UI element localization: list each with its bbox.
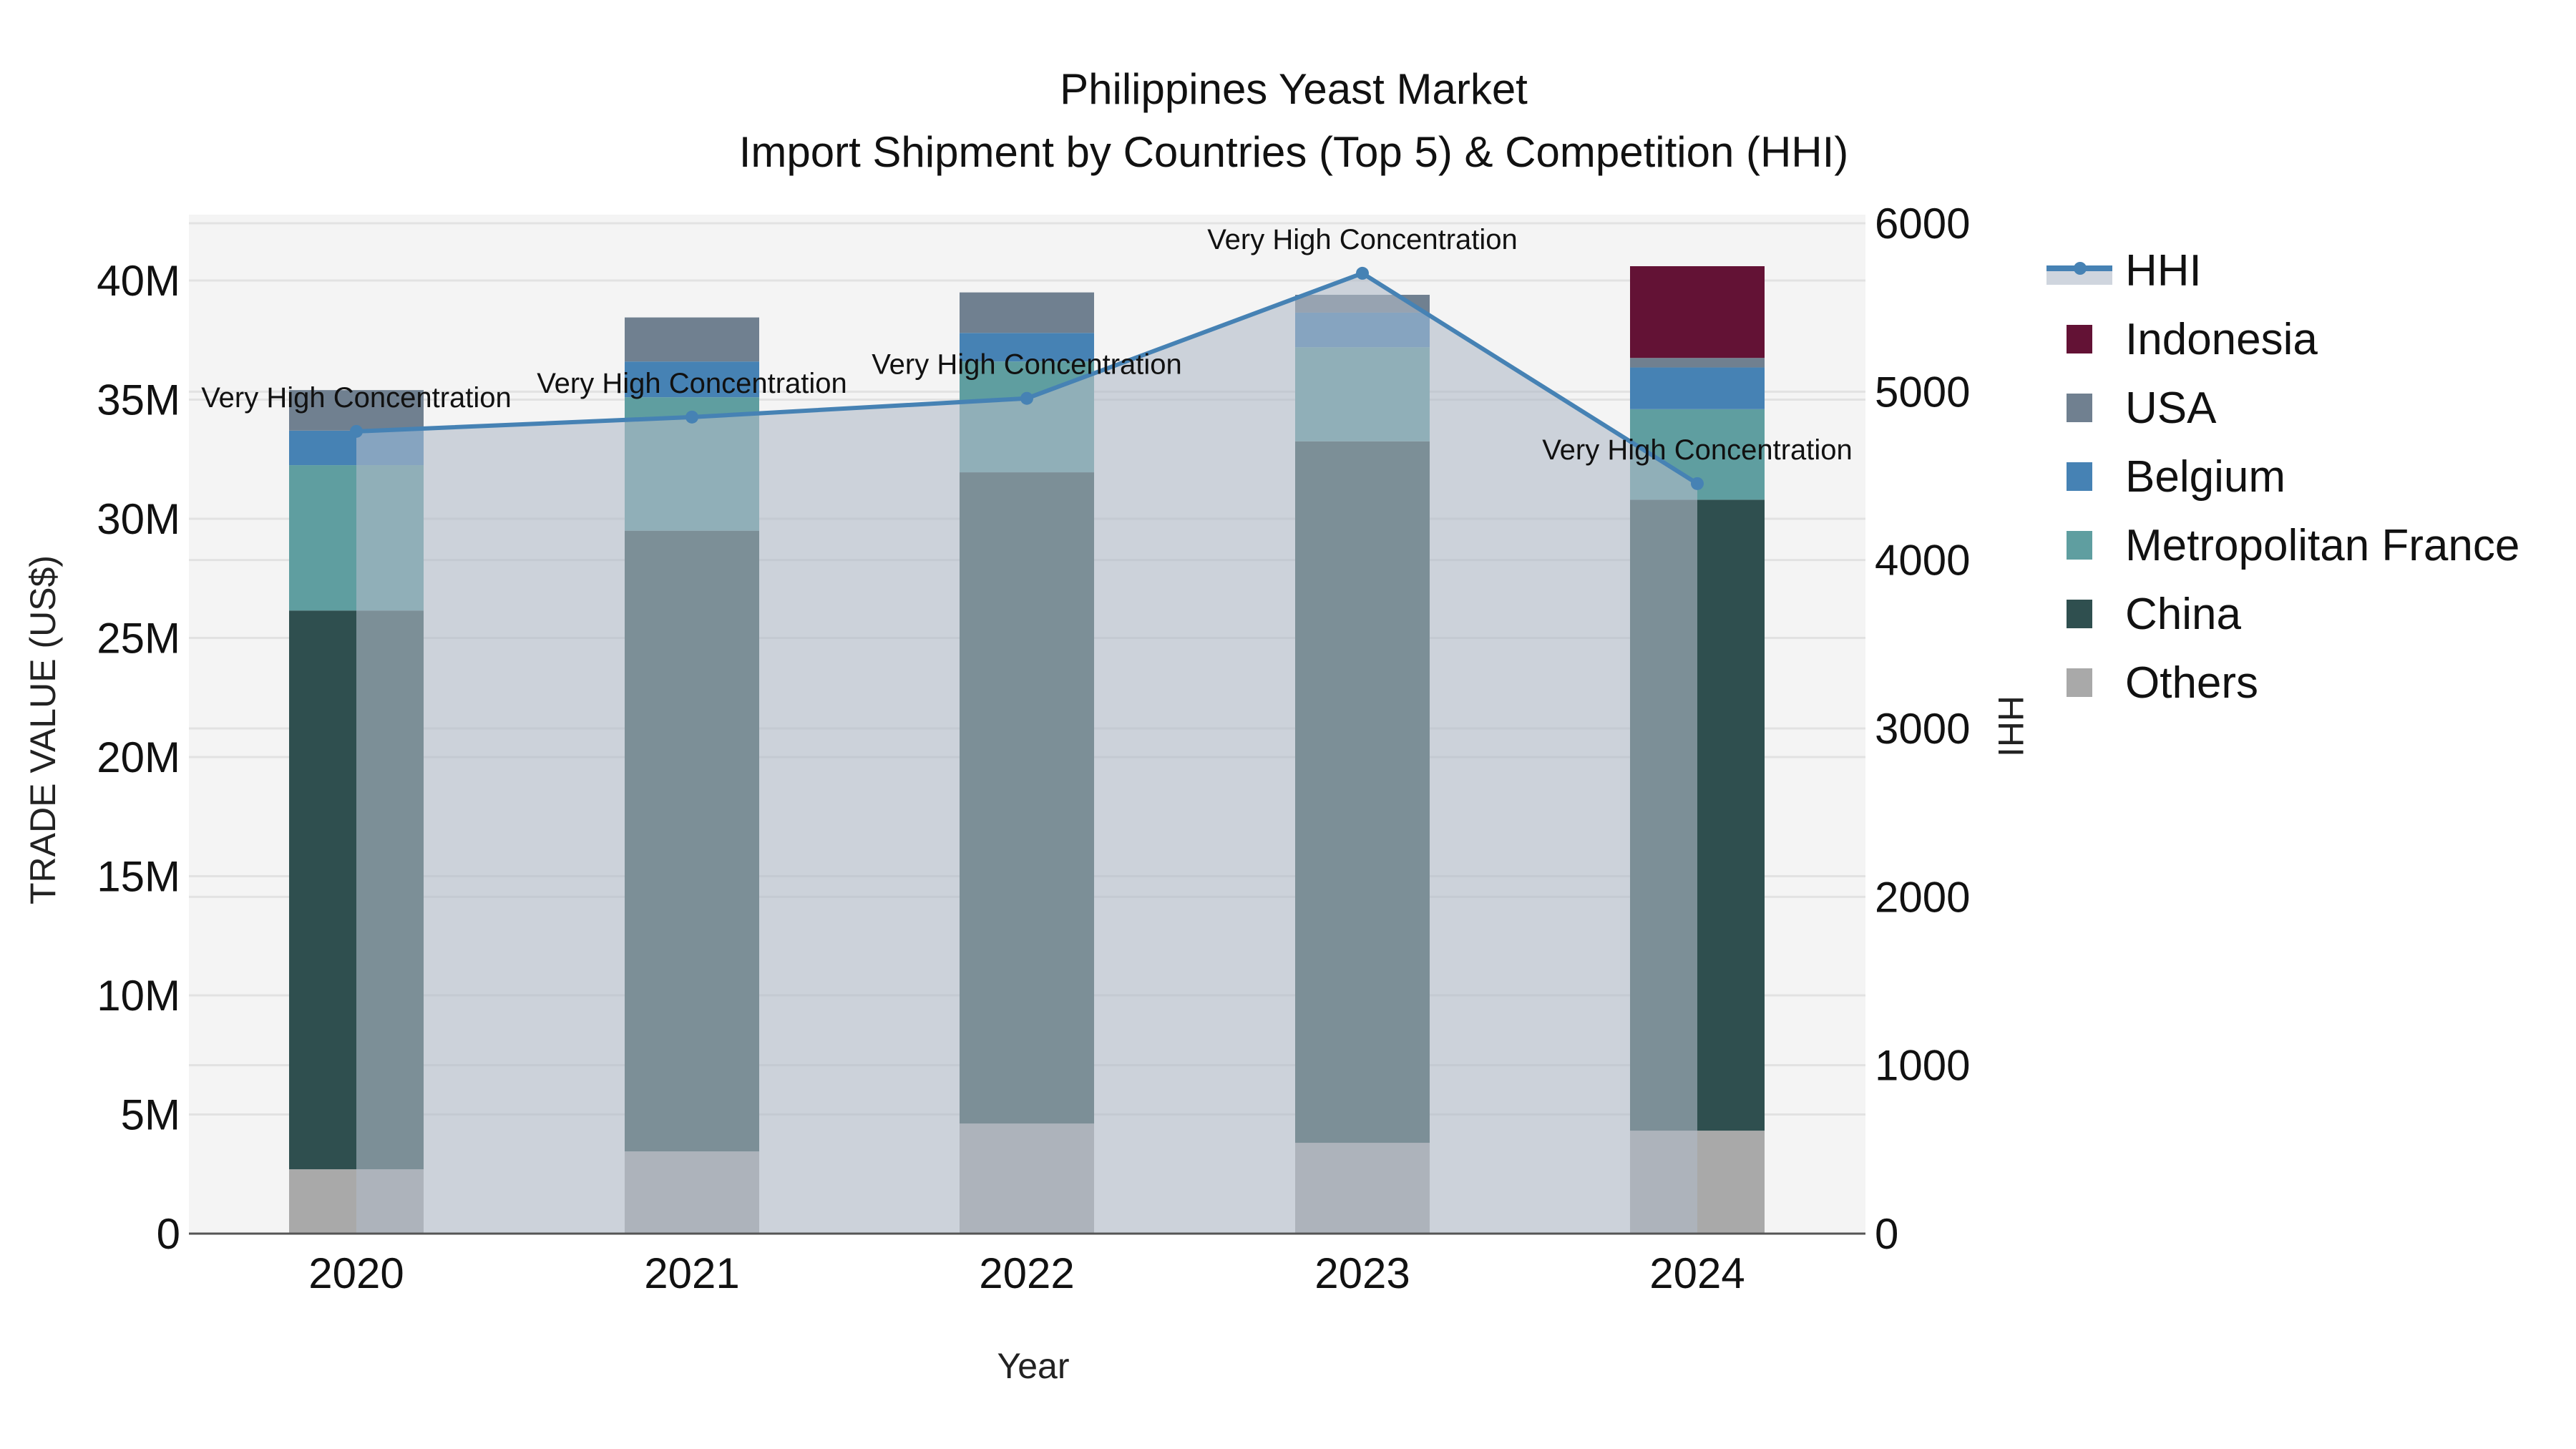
hhi-marker[interactable] <box>686 410 698 424</box>
bar-segment-belgium[interactable] <box>960 333 1094 362</box>
legend-label: Metropolitan France <box>2125 520 2520 570</box>
y-axis-ticks: 0 5M 10M 15M 20M 25M 30M 35M 40M <box>97 257 180 1258</box>
y-tick-label: 35M <box>97 376 180 424</box>
legend-label: China <box>2125 589 2241 639</box>
hhi-annotation: Very High Concentration <box>537 368 847 399</box>
legend-label: HHI <box>2125 245 2202 296</box>
legend-item-hhi[interactable]: HHI <box>2046 236 2202 305</box>
y-tick-label: 10M <box>97 972 180 1020</box>
y2-tick-label: 3000 <box>1875 705 1970 753</box>
legend-label: Belgium <box>2125 452 2285 502</box>
legend-item-indonesia[interactable]: Indonesia <box>2046 305 2318 374</box>
legend-label: Indonesia <box>2125 314 2318 364</box>
legend-label: Others <box>2125 658 2259 708</box>
y2-tick-label: 1000 <box>1875 1042 1970 1090</box>
y-tick-label: 5M <box>121 1091 180 1139</box>
y-tick-label: 40M <box>97 257 180 305</box>
color-swatch-icon <box>2067 462 2092 491</box>
bar-segment-usa[interactable] <box>1630 358 1765 368</box>
bar-segment-usa[interactable] <box>289 390 424 431</box>
y2-axis-ticks: 0 1000 2000 3000 4000 5000 6000 <box>1875 200 1970 1258</box>
y-axis-title: TRADE VALUE (US$) <box>23 555 63 905</box>
y-tick-label: 0 <box>157 1210 180 1258</box>
y-tick-label: 30M <box>97 495 180 543</box>
legend-label: USA <box>2125 383 2217 433</box>
y2-tick-label: 2000 <box>1875 873 1970 921</box>
x-tick-label: 2020 <box>308 1249 404 1297</box>
y2-axis-title: HHI <box>1991 695 2031 758</box>
x-axis-title: Year <box>997 1346 1070 1386</box>
bar-segment-usa[interactable] <box>625 317 759 362</box>
hhi-annotation: Very High Concentration <box>1207 224 1518 255</box>
line-marker-icon <box>2046 256 2112 285</box>
color-swatch-icon <box>2067 394 2092 422</box>
bar-segment-usa[interactable] <box>960 292 1094 333</box>
bar-segment-indonesia[interactable] <box>1630 266 1765 358</box>
hhi-area-fill <box>356 273 1697 1234</box>
x-axis-ticks: 2020 2021 2022 2023 2024 <box>308 1249 1745 1297</box>
hhi-area <box>356 273 1697 1234</box>
y2-tick-label: 5000 <box>1875 368 1970 416</box>
y2-tick-label: 0 <box>1875 1210 1898 1258</box>
hhi-annotation: Very High Concentration <box>872 349 1182 381</box>
hhi-annotations: Very High Concentration Very High Concent… <box>201 224 1853 466</box>
legend-item-usa[interactable]: USA <box>2046 374 2216 442</box>
y-tick-label: 20M <box>97 733 180 781</box>
hhi-line <box>350 266 1704 490</box>
y2-tick-label: 6000 <box>1875 200 1970 248</box>
bar-segment-belgium[interactable] <box>1630 367 1765 409</box>
hhi-annotation: Very High Concentration <box>201 382 512 414</box>
x-tick-label: 2022 <box>979 1249 1074 1297</box>
color-swatch-icon <box>2067 531 2092 560</box>
x-tick-label: 2024 <box>1649 1249 1745 1297</box>
hhi-marker[interactable] <box>350 424 363 438</box>
legend-item-metropolitan-france[interactable]: Metropolitan France <box>2046 511 2519 580</box>
legend-item-china[interactable]: China <box>2046 580 2241 648</box>
color-swatch-icon <box>2067 668 2092 697</box>
color-swatch-icon <box>2067 600 2092 628</box>
hhi-marker[interactable] <box>1691 477 1704 490</box>
y-tick-label: 15M <box>97 853 180 901</box>
legend-item-belgium[interactable]: Belgium <box>2046 442 2285 511</box>
y2-tick-label: 4000 <box>1875 537 1970 585</box>
y-tick-label: 25M <box>97 615 180 663</box>
hhi-marker[interactable] <box>1356 266 1369 280</box>
hhi-marker[interactable] <box>1020 391 1033 405</box>
legend-item-others[interactable]: Others <box>2046 648 2258 717</box>
chart-subtitle: Import Shipment by Countries (Top 5) & C… <box>738 128 1849 176</box>
bar-segment-belgium[interactable] <box>625 361 759 398</box>
x-tick-label: 2021 <box>644 1249 739 1297</box>
color-swatch-icon <box>2067 325 2092 353</box>
hhi-annotation: Very High Concentration <box>1542 434 1853 466</box>
x-tick-label: 2023 <box>1314 1249 1410 1297</box>
chart-title: Philippines Yeast Market <box>1060 65 1528 113</box>
